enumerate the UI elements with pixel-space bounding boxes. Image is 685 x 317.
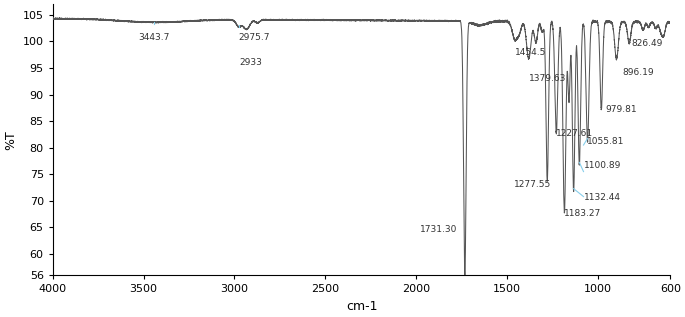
Text: 1055.81: 1055.81 xyxy=(587,137,625,146)
X-axis label: cm-1: cm-1 xyxy=(346,300,377,313)
Text: 1731.30: 1731.30 xyxy=(420,225,458,234)
Text: 2933: 2933 xyxy=(239,58,262,68)
Text: 826.49: 826.49 xyxy=(632,39,662,48)
Text: 1132.44: 1132.44 xyxy=(584,193,621,202)
Text: 2975.7: 2975.7 xyxy=(239,33,271,42)
Text: 1100.89: 1100.89 xyxy=(584,161,621,170)
Text: 1379.63: 1379.63 xyxy=(528,74,566,83)
Text: 1277.55: 1277.55 xyxy=(514,179,551,189)
Text: 1227.61: 1227.61 xyxy=(556,129,593,138)
Text: 1454.5: 1454.5 xyxy=(515,48,546,57)
Y-axis label: %T: %T xyxy=(4,130,17,150)
Text: 1183.27: 1183.27 xyxy=(564,209,601,218)
Text: 3443.7: 3443.7 xyxy=(138,33,169,42)
Text: 979.81: 979.81 xyxy=(606,105,638,114)
Text: 896.19: 896.19 xyxy=(623,68,654,77)
